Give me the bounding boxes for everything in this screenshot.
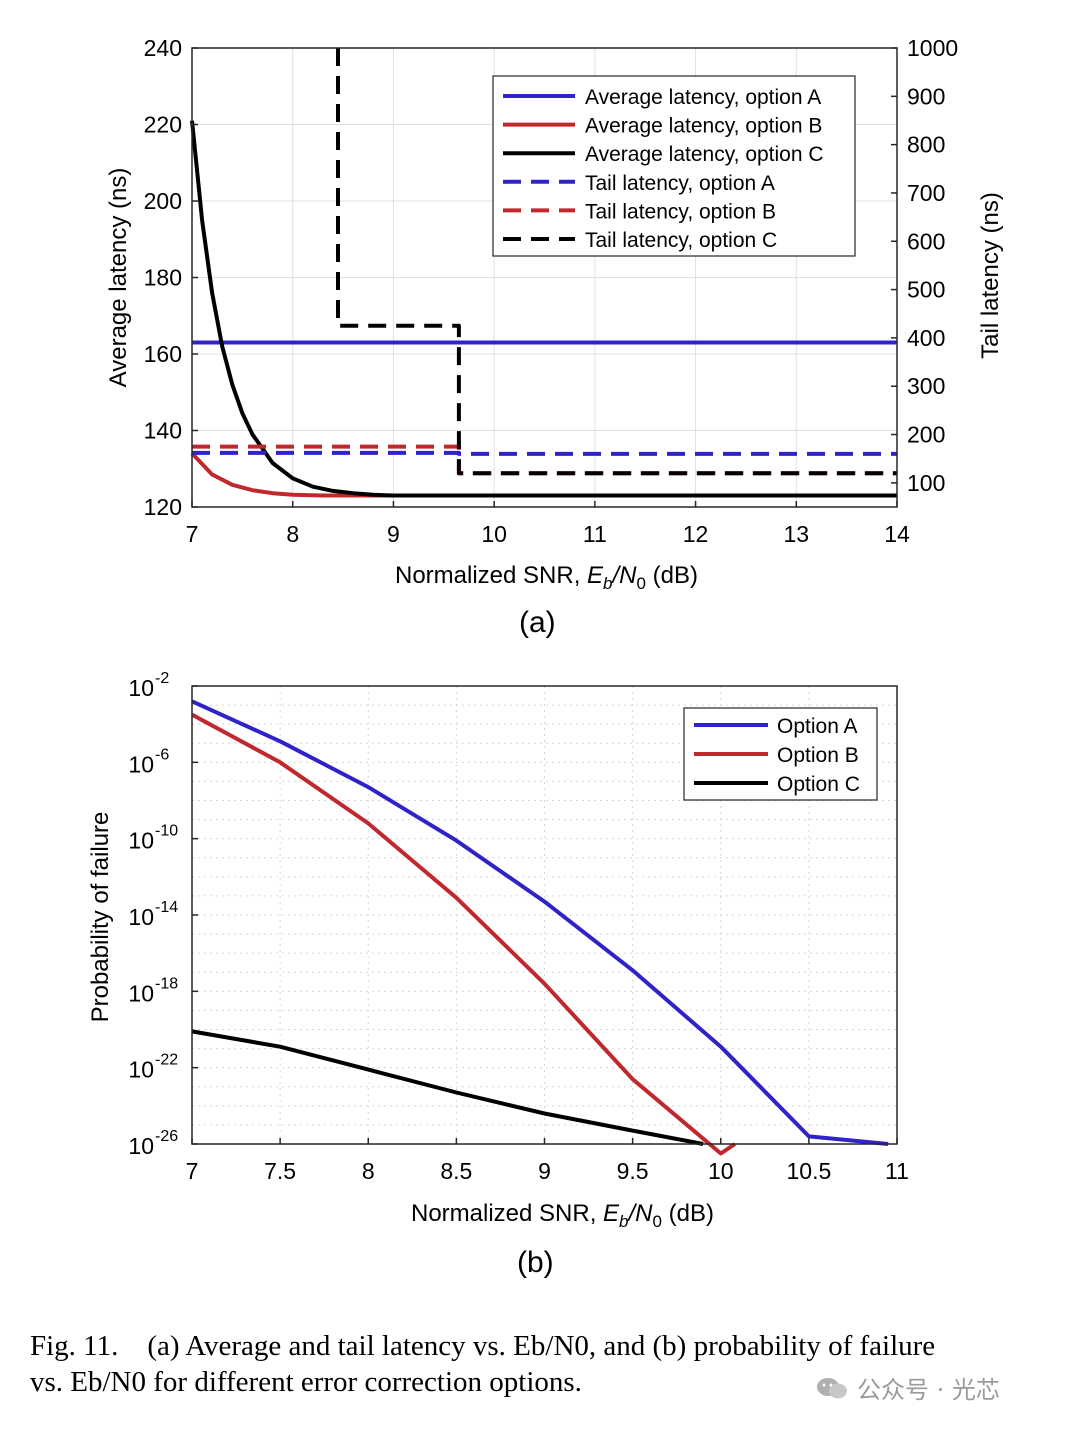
x-tick-label: 9 <box>538 1158 551 1184</box>
y-tick-label: 200 <box>144 188 182 214</box>
x-tick-label: 9 <box>387 521 400 547</box>
series-line <box>191 1029 704 1146</box>
latency-chart: 7 8 9 10 11 12 13 14 120 140 160 180 200 220 240 100 200… <box>105 35 1004 593</box>
y2-tick-label: 400 <box>907 325 945 351</box>
y-tick-exponent: -18 <box>155 975 178 992</box>
y-tick-label: 120 <box>144 494 182 520</box>
x-tick-label: 11 <box>885 1158 909 1184</box>
y2-tick-label: 900 <box>907 83 945 109</box>
x-axis-label-eb: E <box>587 562 604 589</box>
y-tick-label: 10 <box>128 980 154 1006</box>
x-tick-label: 9.5 <box>617 1158 649 1184</box>
y2-tick-label: 700 <box>907 180 945 206</box>
y-tick-exponent: -22 <box>155 1052 178 1069</box>
x-axis-label: Normalized SNR, Eb/N0 (dB) <box>395 562 698 593</box>
x-axis-label-eb: E <box>603 1200 620 1227</box>
series-line <box>336 48 897 476</box>
wechat-icon <box>817 1377 847 1398</box>
panel-label-b: (b) <box>517 1246 554 1279</box>
figure-caption: Fig. 11. (a) Average and tail latency vs… <box>30 1328 1070 1400</box>
x-tick-label: 12 <box>683 521 709 547</box>
x-tick-label: 10.5 <box>786 1158 831 1184</box>
x-tick-label: 13 <box>783 521 809 547</box>
x-axis-label-unit: (dB) <box>662 1200 714 1227</box>
series-line <box>191 699 889 1146</box>
legend-entry: Option C <box>777 773 860 796</box>
caption-line-1: Fig. 11. (a) Average and tail latency vs… <box>30 1330 936 1362</box>
x-tick-label: 10 <box>708 1158 734 1184</box>
x-tick-label: 8 <box>362 1158 375 1184</box>
x-tick-label: 7 <box>186 1158 199 1184</box>
y-tick-exponent: -2 <box>155 670 169 687</box>
y-tick-label: 10 <box>128 675 154 701</box>
y-axis-label: Average latency (ns) <box>105 168 132 388</box>
caption-line-2: vs. Eb/N0 for different error correction… <box>30 1366 582 1398</box>
x-axis-label-n0: /N <box>627 1200 654 1227</box>
series-line <box>192 444 897 476</box>
y2-tick-label: 100 <box>907 470 945 496</box>
x-axis-label-n0: /N <box>611 562 638 589</box>
y-tick-label: 160 <box>144 341 182 367</box>
legend-entry: Average latency, option B <box>585 115 822 138</box>
x-axis-label-sub-b: b <box>603 574 612 593</box>
x-axis-label-sub-0: 0 <box>653 1212 662 1231</box>
legend-entry: Option B <box>777 744 859 767</box>
x-tick-label: 10 <box>481 521 507 547</box>
y-tick-label: 10 <box>128 828 154 854</box>
series-line <box>191 712 737 1156</box>
y2-tick-label: 1000 <box>907 35 958 61</box>
legend-entry: Tail latency, option A <box>585 172 775 195</box>
watermark: 公众号 · 光芯 <box>815 1370 1000 1405</box>
y-tick-label: 180 <box>144 265 182 291</box>
y-tick-exponent: -6 <box>155 746 169 763</box>
y2-tick-label: 600 <box>907 228 945 254</box>
y-tick-exponent: -10 <box>155 823 178 840</box>
y-tick-label: 10 <box>128 1133 154 1159</box>
x-tick-label: 8.5 <box>440 1158 472 1184</box>
x-axis-label: Normalized SNR, Eb/N0 (dB) <box>411 1200 714 1231</box>
y-tick-label: 10 <box>128 751 154 777</box>
legend-entry: Option A <box>777 715 858 738</box>
y2-tick-label: 500 <box>907 277 945 303</box>
x-tick-label: 14 <box>884 521 910 547</box>
x-tick-label: 7.5 <box>264 1158 296 1184</box>
y2-tick-label: 200 <box>907 422 945 448</box>
x-axis-label-sub-0: 0 <box>637 574 646 593</box>
y-tick-label: 240 <box>144 35 182 61</box>
y2-tick-label: 800 <box>907 132 945 158</box>
y-tick-exponent: -14 <box>155 899 178 916</box>
legend-entry: Average latency, option C <box>585 143 824 166</box>
x-tick-label: 7 <box>186 521 199 547</box>
x-axis-label-unit: (dB) <box>646 562 698 589</box>
x-tick-label: 11 <box>583 521 607 547</box>
x-axis-label-sub-b: b <box>619 1212 628 1231</box>
panel-label-a: (a) <box>519 606 556 639</box>
legend-box <box>492 75 856 257</box>
series-line <box>192 450 897 456</box>
y2-axis-label: Tail latency (ns) <box>977 192 1004 359</box>
legend-entry: Tail latency, option C <box>585 229 777 252</box>
y-axis-label: Probability of failure <box>87 812 114 1023</box>
y-tick-label: 140 <box>144 418 182 444</box>
y-tick-exponent: -26 <box>155 1128 178 1145</box>
series-line <box>190 120 897 498</box>
x-tick-label: 8 <box>286 521 299 547</box>
failure-probability-chart: 7 7.5 8 8.5 9 9.5 10 10.5 1110-2610-2210-1810-14… <box>87 670 909 1231</box>
legend-entry: Average latency, option A <box>585 86 821 109</box>
watermark-text: 公众号 · 光芯 <box>857 1376 1000 1404</box>
y-tick-label: 220 <box>144 112 182 138</box>
y-tick-label: 10 <box>128 1057 154 1083</box>
legend-entry: Tail latency, option B <box>585 200 776 223</box>
y2-tick-label: 300 <box>907 373 945 399</box>
y-tick-label: 10 <box>128 904 154 930</box>
